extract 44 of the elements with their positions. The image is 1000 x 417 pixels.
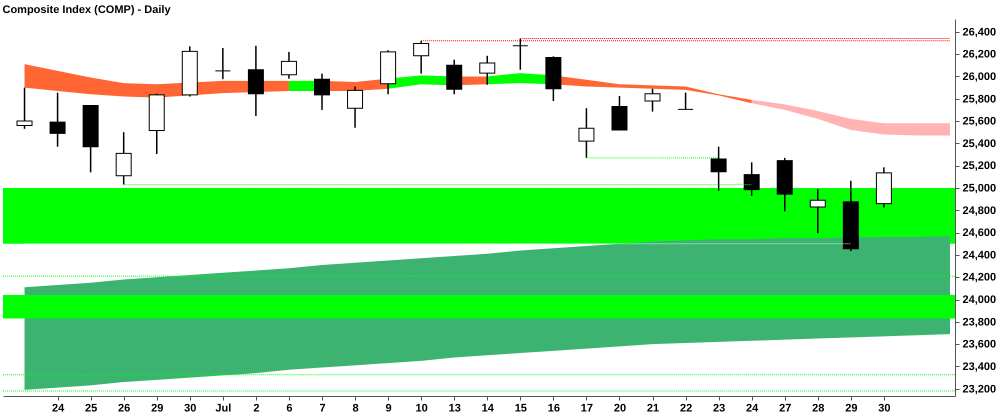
- x-tick-label: 16: [548, 402, 560, 414]
- y-tick-label: 25,000: [962, 182, 996, 194]
- y-tick-label: 23,400: [962, 360, 996, 373]
- x-tick-label: 22: [680, 402, 692, 414]
- x-tick-label: 2: [253, 402, 260, 414]
- y-tick-label: 26,000: [962, 70, 996, 83]
- y-tick-label: 24,000: [962, 294, 996, 306]
- y-tick-label: 26,400: [962, 26, 996, 38]
- x-tick-label: 15: [514, 402, 527, 414]
- y-tick-label: 24,600: [962, 227, 996, 240]
- y-tick-label: 24,800: [962, 204, 996, 217]
- x-tick-label: 10: [416, 402, 428, 414]
- x-tick-label: 28: [812, 402, 824, 414]
- x-tick-label: 8: [352, 402, 359, 414]
- x-tick-label: 6: [286, 402, 293, 414]
- y-tick-label: 25,400: [962, 138, 996, 150]
- x-tick-label: 20: [614, 402, 626, 414]
- x-tick-label: 24: [746, 402, 760, 414]
- x-tick-label: 26: [118, 402, 130, 414]
- y-tick-label: 25,800: [962, 93, 996, 106]
- x-tick-label: 13: [448, 402, 461, 414]
- x-tick-label: 30: [878, 402, 891, 414]
- x-tick-label: 17: [580, 402, 594, 414]
- x-tick-label: 25: [85, 402, 98, 414]
- x-tick-label: 14: [482, 402, 495, 414]
- y-tick-label: 23,600: [962, 338, 996, 351]
- y-tick-label: 23,200: [962, 383, 996, 396]
- x-tick-label: 29: [845, 402, 858, 414]
- x-tick-label: 9: [386, 402, 392, 414]
- x-tick-label: 23: [713, 402, 726, 414]
- x-tick-label: 7: [319, 402, 326, 414]
- x-tick-label: 24: [52, 402, 66, 414]
- y-tick-label: 24,400: [962, 249, 996, 262]
- x-tick-label: 27: [779, 402, 792, 414]
- chart-title: Composite Index (COMP) - Daily: [2, 4, 172, 16]
- x-tick-label: 29: [151, 402, 164, 414]
- y-tick-label: 25,200: [962, 160, 996, 172]
- y-tick-label: 24,200: [962, 272, 996, 284]
- y-tick-label: 26,200: [962, 48, 996, 61]
- x-tick-label: 30: [184, 402, 196, 414]
- y-tick-label: 25,600: [962, 116, 996, 128]
- y-tick-label: 23,800: [962, 316, 996, 328]
- x-tick-label: 21: [646, 402, 660, 414]
- x-tick-label: Jul: [215, 402, 232, 414]
